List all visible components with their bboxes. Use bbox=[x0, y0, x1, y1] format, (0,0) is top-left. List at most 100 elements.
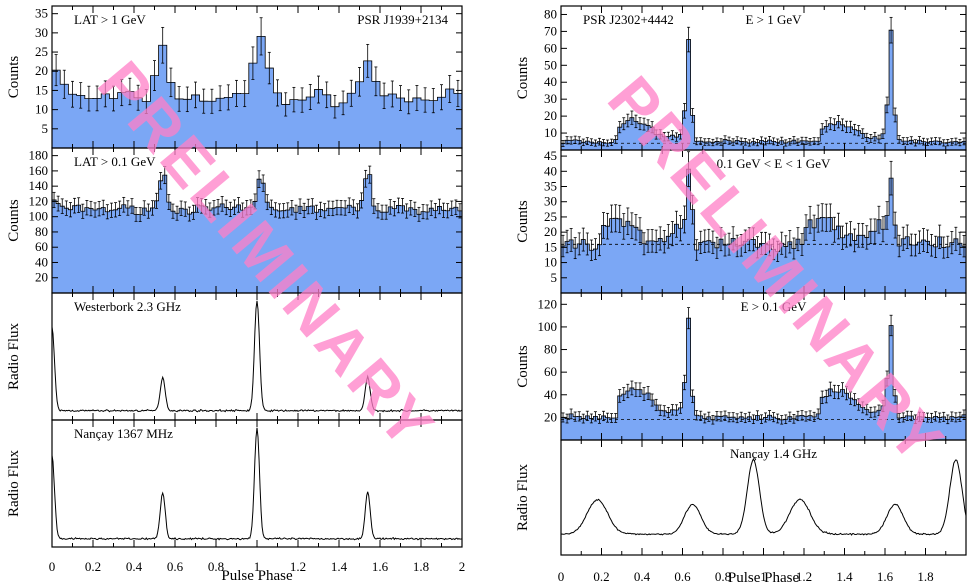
x-tick-label: 2 bbox=[459, 559, 466, 574]
x-tick-label: 0.8 bbox=[208, 559, 224, 574]
radio-profile-line bbox=[51, 427, 462, 541]
panel-frame bbox=[51, 419, 463, 548]
y-tick-label: 10 bbox=[544, 125, 557, 140]
y-tick-label: 80 bbox=[544, 342, 557, 357]
x-tick-label: 0 bbox=[558, 569, 565, 584]
x-tick-label: 1 bbox=[254, 559, 261, 574]
x-tick-label: 1.6 bbox=[877, 569, 894, 584]
y-axis-title: Counts bbox=[515, 345, 531, 388]
y-tick-label: 20 bbox=[35, 270, 48, 285]
y-tick-label: 35 bbox=[544, 179, 557, 194]
radio-profile-line bbox=[560, 457, 967, 536]
y-tick-label: 100 bbox=[29, 209, 49, 224]
panel-0-0: 5 10 15 20 25 30 35 LAT > 1 GeV PSR J1939+2134 Co… bbox=[6, 5, 463, 149]
x-tick-label: 0.4 bbox=[634, 569, 651, 584]
y-tick-label: 70 bbox=[544, 23, 557, 38]
y-tick-label: 50 bbox=[544, 57, 557, 72]
y-tick-label: 180 bbox=[29, 148, 49, 163]
y-tick-label: 25 bbox=[544, 209, 557, 224]
x-tick-label: 1.8 bbox=[413, 559, 429, 574]
y-tick-label: 5 bbox=[551, 270, 558, 285]
x-tick-label: 0.6 bbox=[674, 569, 691, 584]
y-tick-label: 40 bbox=[544, 74, 557, 89]
x-tick-label: 1.6 bbox=[372, 559, 389, 574]
y-axis-title: Counts bbox=[515, 200, 531, 243]
y-tick-label: 80 bbox=[544, 6, 557, 21]
x-tick-label: 0.2 bbox=[85, 559, 101, 574]
histogram-steps bbox=[561, 168, 966, 252]
x-tick-label: 0.2 bbox=[593, 569, 609, 584]
y-tick-label: 15 bbox=[35, 82, 48, 97]
y-tick-label: 35 bbox=[35, 6, 48, 21]
x-axis-title: Pulse Phase bbox=[728, 570, 800, 586]
y-tick-label: 100 bbox=[538, 319, 558, 334]
y-tick-label: 10 bbox=[544, 255, 557, 270]
y-tick-label: 45 bbox=[544, 148, 557, 163]
y-tick-label: 30 bbox=[35, 25, 48, 40]
y-tick-label: 25 bbox=[35, 44, 48, 59]
panel-1-3: Nançay 1.4 GHz Radio Flux bbox=[515, 439, 967, 556]
panel-label: E > 0.1 GeV bbox=[741, 299, 807, 314]
y-tick-label: 30 bbox=[544, 91, 557, 106]
x-tick-label: 1 bbox=[760, 569, 767, 584]
panel-label: 0.1 GeV < E < 1 GeV bbox=[717, 156, 831, 171]
x-axis-title: Pulse Phase bbox=[221, 568, 293, 584]
y-axis-title: Radio Flux bbox=[515, 463, 531, 531]
radio-profile-line bbox=[51, 300, 463, 413]
x-tick-label: 1.4 bbox=[331, 559, 348, 574]
panel-label: Westerbork 2.3 GHz bbox=[74, 299, 181, 314]
histogram-steps bbox=[52, 174, 462, 215]
histogram-fill bbox=[52, 36, 462, 148]
panel-label: E > 1 GeV bbox=[745, 12, 802, 27]
pulsar-name-label: PSR J2302+4442 bbox=[583, 12, 674, 27]
y-tick-label: 120 bbox=[538, 296, 558, 311]
y-tick-label: 40 bbox=[544, 387, 557, 402]
y-tick-label: 160 bbox=[29, 163, 49, 178]
x-tick-label: 0.6 bbox=[167, 559, 184, 574]
y-tick-label: 120 bbox=[29, 193, 49, 208]
histogram-steps bbox=[561, 317, 966, 421]
x-tick-label: 0.8 bbox=[715, 569, 731, 584]
y-tick-label: 80 bbox=[35, 224, 48, 239]
y-axis-title: Counts bbox=[6, 56, 22, 99]
panel-label: LAT > 1 GeV bbox=[74, 12, 146, 27]
y-tick-label: 20 bbox=[544, 409, 557, 424]
panel-label: LAT > 0.1 GeV bbox=[74, 154, 156, 169]
y-tick-label: 60 bbox=[35, 239, 48, 254]
y-tick-label: 20 bbox=[35, 63, 48, 78]
y-axis-title: Radio Flux bbox=[6, 449, 22, 517]
y-tick-label: 40 bbox=[544, 163, 557, 178]
panel-frame bbox=[560, 439, 967, 556]
histogram-fill bbox=[561, 169, 966, 293]
panel-label: Nançay 1.4 GHz bbox=[730, 446, 817, 461]
y-tick-label: 10 bbox=[35, 102, 48, 117]
x-tick-label: 0.4 bbox=[126, 559, 143, 574]
x-tick-label: 1.4 bbox=[836, 569, 853, 584]
panel-label: Nançay 1367 MHz bbox=[74, 426, 173, 441]
y-tick-label: 60 bbox=[544, 40, 557, 55]
panel-1-0: 10 20 30 40 50 60 70 80 E > 1 GeV PSR J2302+4442 C… bbox=[515, 5, 967, 151]
y-tick-label: 15 bbox=[544, 239, 557, 254]
y-tick-label: 20 bbox=[544, 108, 557, 123]
y-tick-label: 20 bbox=[544, 224, 557, 239]
y-tick-label: 5 bbox=[42, 121, 49, 136]
pulsar-name-label: PSR J1939+2134 bbox=[357, 12, 448, 27]
y-axis-title: Counts bbox=[6, 199, 22, 242]
y-axis-title: Counts bbox=[515, 57, 531, 100]
panel-0-3: Nançay 1367 MHz Radio Flux bbox=[6, 419, 463, 548]
x-tick-label: 1.2 bbox=[796, 569, 812, 584]
y-axis-title: Radio Flux bbox=[6, 322, 22, 390]
x-tick-label: 1.8 bbox=[917, 569, 933, 584]
histogram-steps bbox=[561, 29, 966, 144]
x-tick-label: 1.2 bbox=[290, 559, 306, 574]
y-tick-label: 60 bbox=[544, 364, 557, 379]
y-tick-label: 140 bbox=[29, 178, 49, 193]
x-tick-label: 0 bbox=[49, 559, 56, 574]
y-tick-label: 30 bbox=[544, 194, 557, 209]
panel-0-2: Westerbork 2.3 GHz Radio Flux bbox=[6, 292, 463, 421]
panel-1-2: 20 40 60 80 100 120 E > 0.1 GeV Counts bbox=[515, 292, 967, 441]
